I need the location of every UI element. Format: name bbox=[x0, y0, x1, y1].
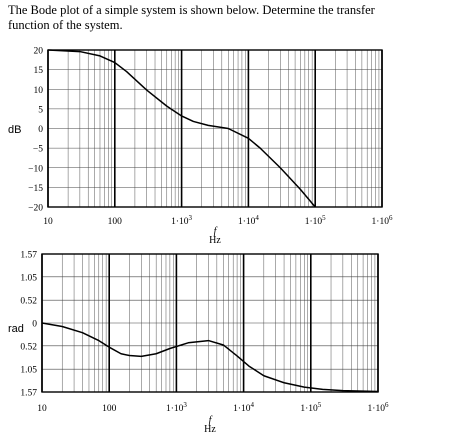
y-tick-label: 15 bbox=[34, 66, 44, 76]
y-axis-label: dB bbox=[8, 124, 21, 136]
x-tick-label: 100 bbox=[102, 404, 117, 414]
x-axis-label: f bbox=[214, 226, 218, 237]
y-tick-label: 1.57 bbox=[20, 251, 37, 261]
y-tick-label: −15 bbox=[28, 184, 43, 194]
x-tick-label: 1·105 bbox=[305, 214, 326, 227]
y-tick-label: −5 bbox=[33, 145, 43, 155]
problem-statement: The Bode plot of a simple system is show… bbox=[8, 3, 438, 33]
x-tick-label: 10 bbox=[43, 217, 53, 227]
x-tick-label: 100 bbox=[108, 217, 123, 227]
x-tick-label: 1·104 bbox=[233, 401, 254, 414]
y-axis-label: rad bbox=[8, 323, 24, 335]
y-tick-label: 0 bbox=[32, 320, 37, 330]
x-axis-unit: Hz bbox=[209, 235, 221, 246]
problem-line-2: function of the system. bbox=[8, 18, 123, 32]
y-tick-label: −20 bbox=[28, 204, 43, 214]
y-tick-label: 5 bbox=[38, 105, 43, 115]
y-tick-label: 0.52 bbox=[20, 342, 37, 352]
x-axis-unit: Hz bbox=[204, 424, 216, 435]
y-tick-label: 0 bbox=[38, 125, 43, 135]
x-tick-label: 1·105 bbox=[300, 401, 321, 414]
y-tick-label: 1.05 bbox=[20, 273, 37, 283]
x-tick-label: 1·106 bbox=[372, 214, 393, 227]
problem-line-1: The Bode plot of a simple system is show… bbox=[8, 3, 375, 17]
x-tick-label: 1·103 bbox=[166, 401, 187, 414]
x-tick-label: 10 bbox=[37, 404, 47, 414]
y-tick-label: 0.52 bbox=[20, 297, 37, 307]
x-tick-label: 1·106 bbox=[368, 401, 389, 414]
magnitude-plot: 20 15 10 5 0 −5 −10 −15 −20 dB 10 100 1·103 1·104 1·10… bbox=[8, 47, 393, 247]
y-tick-label: 10 bbox=[34, 86, 44, 96]
x-tick-label: 1·103 bbox=[171, 214, 192, 227]
phase-plot: 1.57 1.05 0.52 0 0.52 1.05 1.57 rad 10 100 1·103 1·… bbox=[8, 251, 389, 436]
plot-frame bbox=[47, 49, 383, 208]
y-tick-label: 20 bbox=[34, 47, 44, 57]
phase-series-line bbox=[41, 322, 379, 393]
x-axis-label: f bbox=[209, 415, 213, 426]
y-tick-label: 1.57 bbox=[20, 389, 37, 399]
y-tick-label: −10 bbox=[28, 164, 43, 174]
y-tick-label: 1.05 bbox=[20, 366, 37, 376]
magnitude-series-line bbox=[47, 49, 316, 208]
x-tick-label: 1·104 bbox=[238, 214, 259, 227]
